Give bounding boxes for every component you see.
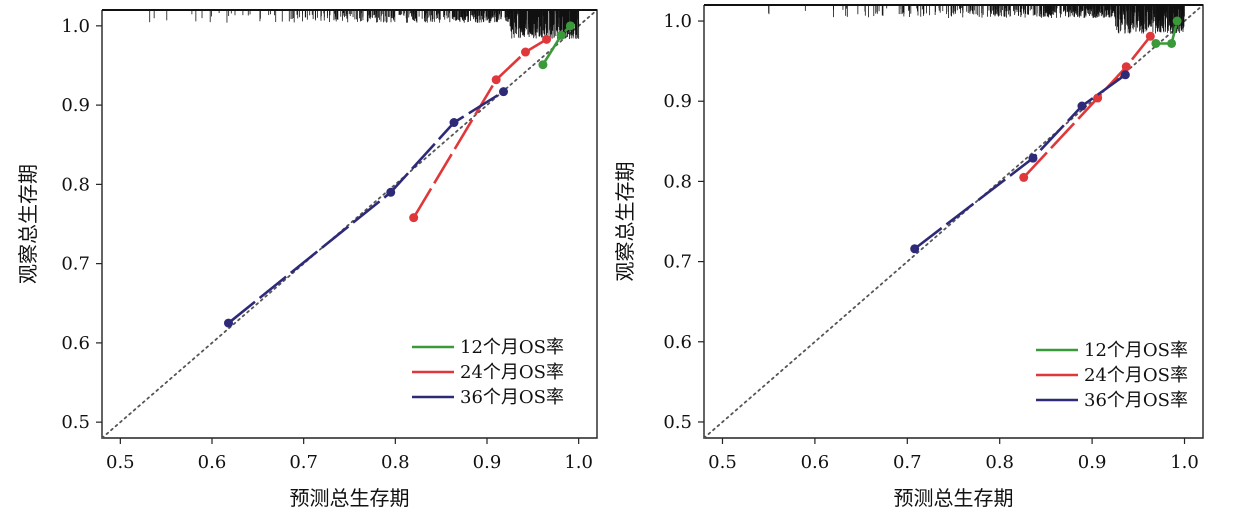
series-3 (910, 70, 1130, 254)
data-point (538, 60, 548, 70)
y-tick-label: 0.9 (663, 91, 692, 112)
x-axis-label: 预测总生存期 (290, 486, 410, 510)
x-tick-label: 0.6 (198, 452, 227, 473)
y-axis-label: 观察总生存期 (613, 162, 637, 282)
legend-label: 36个月OS率 (460, 387, 564, 408)
data-point (1151, 38, 1161, 48)
y-tick-label: 0.6 (61, 333, 90, 354)
y-tick-label: 0.8 (663, 171, 692, 192)
data-point (910, 244, 920, 254)
series-line (1022, 35, 1152, 179)
rug-marks (102, 9, 597, 39)
y-tick-label: 0.7 (61, 254, 90, 275)
data-point (499, 87, 508, 97)
x-tick-label: 0.8 (381, 452, 410, 473)
series-2 (1019, 31, 1155, 182)
y-tick-label: 1.0 (663, 11, 692, 32)
data-point (565, 21, 575, 31)
reference-diagonal (101, 9, 598, 439)
data-point (521, 47, 530, 57)
y-tick-label: 1.0 (61, 16, 90, 37)
plot-frame (703, 5, 1204, 439)
series-line (412, 38, 548, 219)
x-tick-label: 0.7 (893, 452, 922, 473)
legend-label: 36个月OS率 (1084, 390, 1188, 411)
legend-label: 12个月OS率 (460, 337, 564, 358)
x-tick-label: 1.0 (564, 452, 593, 473)
x-tick-label: 0.7 (289, 452, 318, 473)
x-tick-label: 0.9 (1078, 452, 1107, 473)
legend-label: 24个月OS率 (1084, 365, 1188, 386)
y-tick-label: 0.5 (61, 412, 90, 433)
series-1 (538, 21, 575, 70)
y-tick-label: 0.6 (663, 332, 692, 353)
y-tick-label: 0.5 (663, 412, 692, 433)
data-point (491, 75, 501, 85)
data-point (542, 34, 552, 44)
x-tick-label: 0.9 (473, 452, 502, 473)
legend-label: 12个月OS率 (1084, 340, 1188, 361)
y-tick-label: 0.9 (61, 95, 90, 116)
data-point (1167, 38, 1177, 48)
data-point (1121, 62, 1131, 72)
x-tick-label: 0.8 (985, 452, 1014, 473)
x-tick-label: 0.5 (708, 452, 737, 473)
data-point (1019, 172, 1029, 182)
legend: 12个月OS率 24个月OS率 36个月OS率 (412, 337, 564, 408)
x-tick-label: 0.5 (106, 452, 135, 473)
data-point (1145, 31, 1155, 41)
chart-panel-2: 0.5 0.6 0.7 0.8 0.9 1.0 0.5 0.6 0.7 0.8 0.9 1.0 预测总生… (613, 4, 1204, 510)
reference-diagonal (703, 4, 1204, 439)
data-point (1077, 101, 1087, 111)
chart-panel-1: 0.5 0.6 0.7 0.8 0.9 1.0 0.5 0.6 0.7 0.8 0.9 1.0 预测总生… (16, 9, 598, 510)
data-point (1028, 153, 1038, 163)
y-tick-label: 0.8 (61, 174, 90, 195)
series-3 (224, 87, 508, 328)
data-point (1172, 16, 1182, 26)
rug-marks (704, 4, 1203, 34)
series-2 (409, 34, 552, 223)
data-point (449, 118, 459, 128)
legend-label: 24个月OS率 (460, 362, 564, 383)
legend: 12个月OS率 24个月OS率 36个月OS率 (1036, 340, 1188, 411)
plot-frame (101, 10, 598, 439)
data-point (409, 213, 419, 223)
x-tick-label: 0.6 (801, 452, 830, 473)
x-axis-label: 预测总生存期 (894, 486, 1014, 510)
data-point (556, 30, 566, 40)
x-tick-label: 1.0 (1170, 452, 1199, 473)
data-point (386, 187, 396, 197)
data-point (1093, 93, 1103, 103)
data-point (1120, 70, 1130, 80)
y-tick-label: 0.7 (663, 252, 692, 273)
data-point (224, 318, 233, 328)
y-axis-label: 观察总生存期 (16, 164, 40, 284)
series-1 (1151, 16, 1182, 48)
series-line (227, 90, 505, 325)
series-line (913, 73, 1127, 250)
